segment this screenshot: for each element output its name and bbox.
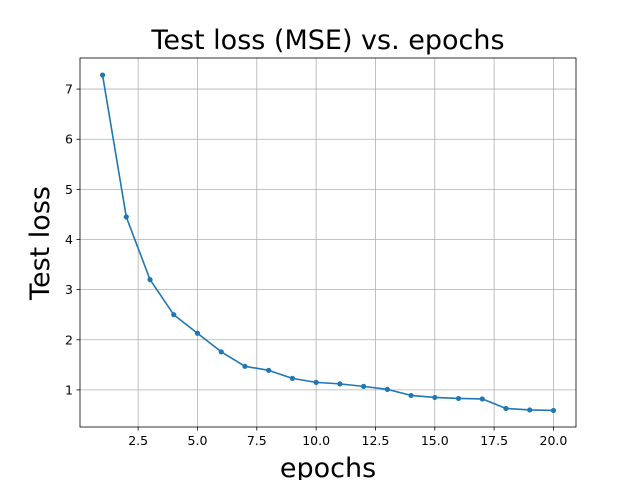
series-line xyxy=(101,74,554,412)
y-tick-label: 7 xyxy=(65,82,73,97)
data-point xyxy=(313,379,319,385)
data-point xyxy=(242,363,248,369)
data-point xyxy=(479,396,485,402)
y-tick-label: 2 xyxy=(65,332,73,347)
y-tick-label: 1 xyxy=(65,382,73,397)
y-axis-label: Test loss xyxy=(25,186,56,301)
grid-lines xyxy=(80,58,576,427)
y-tick-label: 6 xyxy=(65,132,73,147)
data-point xyxy=(360,383,367,389)
x-tick-label: 17.5 xyxy=(480,433,508,448)
x-tick-label: 7.5 xyxy=(247,433,267,448)
x-tick-label: 15.0 xyxy=(421,433,449,448)
data-point xyxy=(384,386,390,392)
data-point xyxy=(337,381,343,387)
chart-title: Test loss (MSE) vs. epochs xyxy=(150,25,504,56)
x-tick-label: 10.0 xyxy=(302,433,330,448)
y-tick-label: 3 xyxy=(65,282,73,297)
data-point xyxy=(171,312,177,318)
data-point xyxy=(503,405,509,412)
x-tick-label: 2.5 xyxy=(128,433,148,448)
data-point xyxy=(408,392,414,399)
data-point xyxy=(432,394,438,401)
x-tick-label: 20.0 xyxy=(540,433,568,448)
data-point xyxy=(123,214,129,220)
data-point xyxy=(218,349,224,355)
x-axis-label: epochs xyxy=(280,453,376,480)
data-point xyxy=(194,330,201,336)
data-point xyxy=(550,407,557,414)
data-point xyxy=(266,367,272,373)
data-series xyxy=(99,72,557,414)
y-tick-label: 4 xyxy=(65,232,73,247)
data-point xyxy=(527,407,533,413)
data-point xyxy=(99,72,106,78)
data-point xyxy=(289,375,296,381)
data-point xyxy=(455,395,462,402)
tick-labels: 2.5 5.0 7.5 10.0 12.5 15.0 17.5 20.0 1 2 3 4 5 6 7 xyxy=(65,82,567,448)
plot-frame xyxy=(79,57,577,428)
axes xyxy=(76,57,577,431)
x-tick-label: 12.5 xyxy=(362,433,390,448)
data-point xyxy=(147,277,153,283)
x-tick-label: 5.0 xyxy=(188,433,208,448)
y-tick-label: 5 xyxy=(65,182,73,197)
